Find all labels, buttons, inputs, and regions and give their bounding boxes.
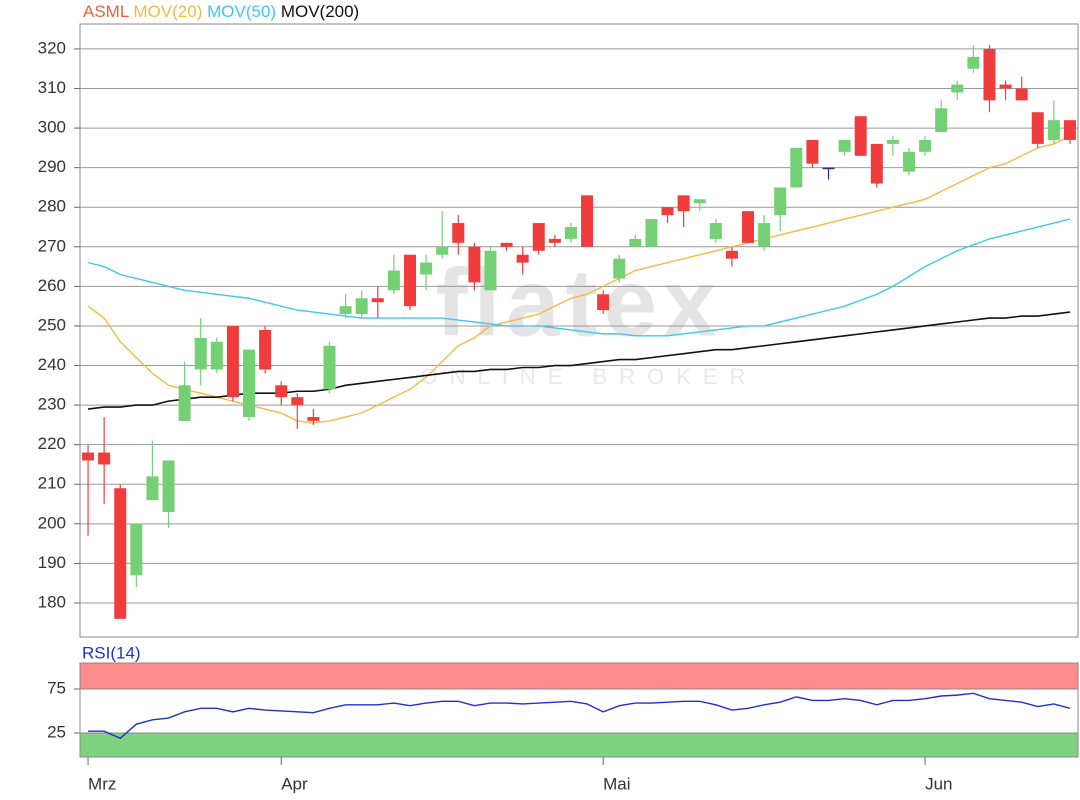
- y-tick-label: 25: [47, 722, 66, 741]
- y-tick-label: 220: [38, 434, 66, 453]
- x-tick-label: Mrz: [88, 774, 116, 793]
- candle-body: [339, 306, 352, 315]
- candle-body: [790, 147, 803, 188]
- candle-body: [436, 246, 449, 255]
- candle-body: [581, 195, 594, 247]
- candle-body: [613, 258, 626, 279]
- candle-body: [468, 246, 481, 283]
- candle-body: [629, 238, 642, 247]
- plot-frame: [79, 23, 1079, 638]
- candle-body: [307, 416, 320, 421]
- y-tick-label: 310: [38, 78, 66, 97]
- rsi-line: [88, 692, 1071, 740]
- candle-body: [146, 476, 159, 501]
- x-tick-label: Jun: [925, 774, 952, 793]
- candle-body: [983, 48, 996, 101]
- candle-body: [484, 250, 497, 291]
- candle-body: [403, 254, 416, 307]
- watermark-sub: ONLINE BROKER: [421, 364, 758, 389]
- oversold-zone: [80, 732, 1078, 757]
- candle-body: [967, 56, 980, 69]
- candle-body: [275, 385, 288, 398]
- plot-frame: [79, 662, 1079, 758]
- y-tick-label: 200: [38, 513, 66, 532]
- candle-body: [226, 325, 239, 398]
- y-tick-label: 320: [38, 38, 66, 57]
- candle-body: [130, 523, 143, 576]
- candle-body: [162, 460, 175, 512]
- y-tick-label: 290: [38, 157, 66, 176]
- candle-body: [1015, 88, 1028, 101]
- candle-body: [82, 452, 95, 461]
- candle-body: [371, 298, 384, 303]
- legend-entry: MOV(50): [207, 2, 276, 21]
- y-tick-label: 260: [38, 276, 66, 295]
- candle-body: [886, 139, 899, 144]
- candle-body: [387, 270, 400, 291]
- candle-body: [355, 298, 368, 315]
- x-tick-label: Mai: [603, 774, 630, 793]
- candle-body: [709, 223, 722, 239]
- panel-title: RSI(14): [82, 643, 141, 662]
- candle-body: [532, 223, 545, 251]
- y-tick-label: 75: [47, 678, 66, 697]
- y-tick-label: 300: [38, 118, 66, 137]
- y-tick-label: 280: [38, 197, 66, 216]
- candle-body: [178, 385, 191, 421]
- legend-entry: MOV(200): [281, 2, 359, 21]
- y-tick-label: 270: [38, 236, 66, 255]
- candle-body: [291, 397, 304, 406]
- candle-body: [758, 223, 771, 247]
- candle-body: [742, 211, 755, 243]
- candle-body: [919, 139, 932, 152]
- legend-entry: MOV(20): [133, 2, 202, 21]
- candle-body: [645, 219, 658, 247]
- candle-body: [548, 238, 561, 243]
- candle-body: [1063, 120, 1076, 140]
- candle-body: [597, 294, 610, 311]
- watermark: flatex: [436, 249, 723, 356]
- x-tick-label: Apr: [281, 774, 308, 793]
- candle-body: [114, 488, 127, 619]
- candle-body: [500, 242, 513, 247]
- candle-body: [564, 227, 577, 239]
- candle-body: [243, 349, 256, 417]
- legend: ASML MOV(20) MOV(50) MOV(200): [83, 2, 359, 21]
- candle-body: [98, 452, 111, 465]
- candle-body: [1047, 120, 1060, 140]
- y-tick-label: 190: [38, 553, 66, 572]
- candle-body: [822, 167, 835, 170]
- candle-body: [774, 187, 787, 216]
- candle-body: [951, 84, 964, 93]
- candle-body: [725, 250, 738, 259]
- legend-entry: ASML: [83, 2, 129, 21]
- y-tick-label: 250: [38, 315, 66, 334]
- candle-body: [323, 345, 336, 390]
- candle-body: [677, 195, 690, 212]
- candle-body: [1031, 112, 1044, 144]
- candle-body: [194, 337, 207, 370]
- moving-average-line: [87, 218, 1071, 337]
- candle-body: [516, 254, 529, 263]
- candle-body: [854, 116, 867, 156]
- candle-body: [661, 207, 674, 216]
- y-tick-label: 240: [38, 355, 66, 374]
- candle-body: [452, 223, 465, 243]
- candle-body: [870, 143, 883, 184]
- candle-body: [806, 139, 819, 164]
- candle-body: [902, 151, 915, 172]
- candle-body: [935, 108, 948, 133]
- candle-body: [838, 139, 851, 152]
- overbought-zone: [80, 663, 1078, 689]
- candle-body: [693, 199, 706, 204]
- candle-body: [210, 341, 223, 370]
- y-tick-label: 230: [38, 395, 66, 414]
- candle-body: [999, 84, 1012, 89]
- candle-body: [259, 329, 272, 370]
- candle-body: [420, 262, 433, 275]
- y-tick-label: 210: [38, 474, 66, 493]
- y-tick-label: 180: [38, 592, 66, 611]
